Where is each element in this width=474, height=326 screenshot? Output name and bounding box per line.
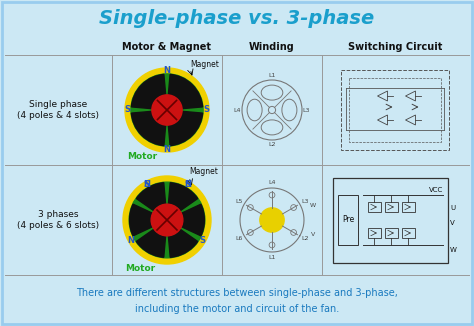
Circle shape — [125, 68, 209, 152]
Text: S: S — [185, 180, 191, 189]
Text: Magnet: Magnet — [189, 167, 218, 176]
Bar — [385, 202, 398, 212]
Text: N: N — [128, 236, 135, 245]
Bar — [349, 78, 441, 142]
Text: V: V — [310, 232, 315, 237]
Text: L1: L1 — [268, 255, 276, 260]
Text: U: U — [450, 205, 455, 211]
Text: Motor & Magnet: Motor & Magnet — [122, 42, 211, 52]
Text: VCC: VCC — [429, 187, 443, 193]
Text: L3: L3 — [303, 108, 310, 112]
Text: Single-phase vs. 3-phase: Single-phase vs. 3-phase — [100, 8, 374, 27]
Wedge shape — [167, 183, 198, 220]
Wedge shape — [167, 220, 198, 257]
Circle shape — [151, 204, 183, 236]
Text: L6: L6 — [236, 236, 243, 241]
Bar — [385, 228, 398, 238]
Text: Switching Circuit: Switching Circuit — [348, 42, 443, 52]
Wedge shape — [129, 204, 167, 236]
Bar — [368, 202, 381, 212]
Wedge shape — [167, 204, 204, 236]
Wedge shape — [131, 74, 167, 110]
Text: V: V — [450, 220, 455, 226]
Text: L2: L2 — [301, 236, 309, 241]
Bar — [368, 228, 381, 238]
Text: S: S — [203, 106, 210, 114]
Text: L4: L4 — [234, 108, 241, 112]
Text: Pre: Pre — [342, 215, 354, 225]
Wedge shape — [167, 74, 202, 110]
Text: Magnet: Magnet — [190, 60, 219, 69]
Text: S: S — [200, 236, 206, 245]
Text: L1: L1 — [268, 73, 276, 78]
Circle shape — [260, 208, 284, 232]
Bar — [333, 177, 448, 262]
Wedge shape — [137, 220, 167, 257]
Bar — [338, 195, 358, 245]
Bar — [402, 202, 415, 212]
Text: Winding: Winding — [249, 42, 295, 52]
Text: N: N — [164, 145, 171, 154]
Text: N: N — [143, 180, 150, 189]
Text: S: S — [125, 106, 130, 114]
Text: L5: L5 — [236, 199, 243, 204]
Text: S: S — [143, 180, 149, 189]
Text: N: N — [184, 180, 191, 189]
Text: Motor: Motor — [127, 152, 157, 161]
Wedge shape — [137, 183, 167, 220]
Text: L2: L2 — [268, 142, 276, 147]
Text: There are different structures between single-phase and 3-phase,: There are different structures between s… — [76, 288, 398, 298]
Text: L3: L3 — [301, 199, 309, 204]
Circle shape — [129, 182, 205, 258]
Text: 3 phases
(4 poles & 6 slots): 3 phases (4 poles & 6 slots) — [18, 210, 100, 230]
Bar — [341, 70, 449, 150]
Text: W: W — [450, 247, 457, 253]
Text: Motor: Motor — [125, 264, 155, 273]
Wedge shape — [167, 110, 202, 146]
Circle shape — [131, 74, 203, 146]
Text: Single phase
(4 poles & 4 slots): Single phase (4 poles & 4 slots) — [18, 100, 100, 120]
Text: including the motor and circuit of the fan.: including the motor and circuit of the f… — [135, 304, 339, 314]
Circle shape — [123, 176, 211, 264]
Bar — [402, 228, 415, 238]
Wedge shape — [131, 110, 167, 146]
Text: W: W — [310, 203, 316, 208]
Text: L4: L4 — [268, 180, 276, 185]
Text: N: N — [164, 66, 171, 75]
Circle shape — [152, 95, 182, 125]
